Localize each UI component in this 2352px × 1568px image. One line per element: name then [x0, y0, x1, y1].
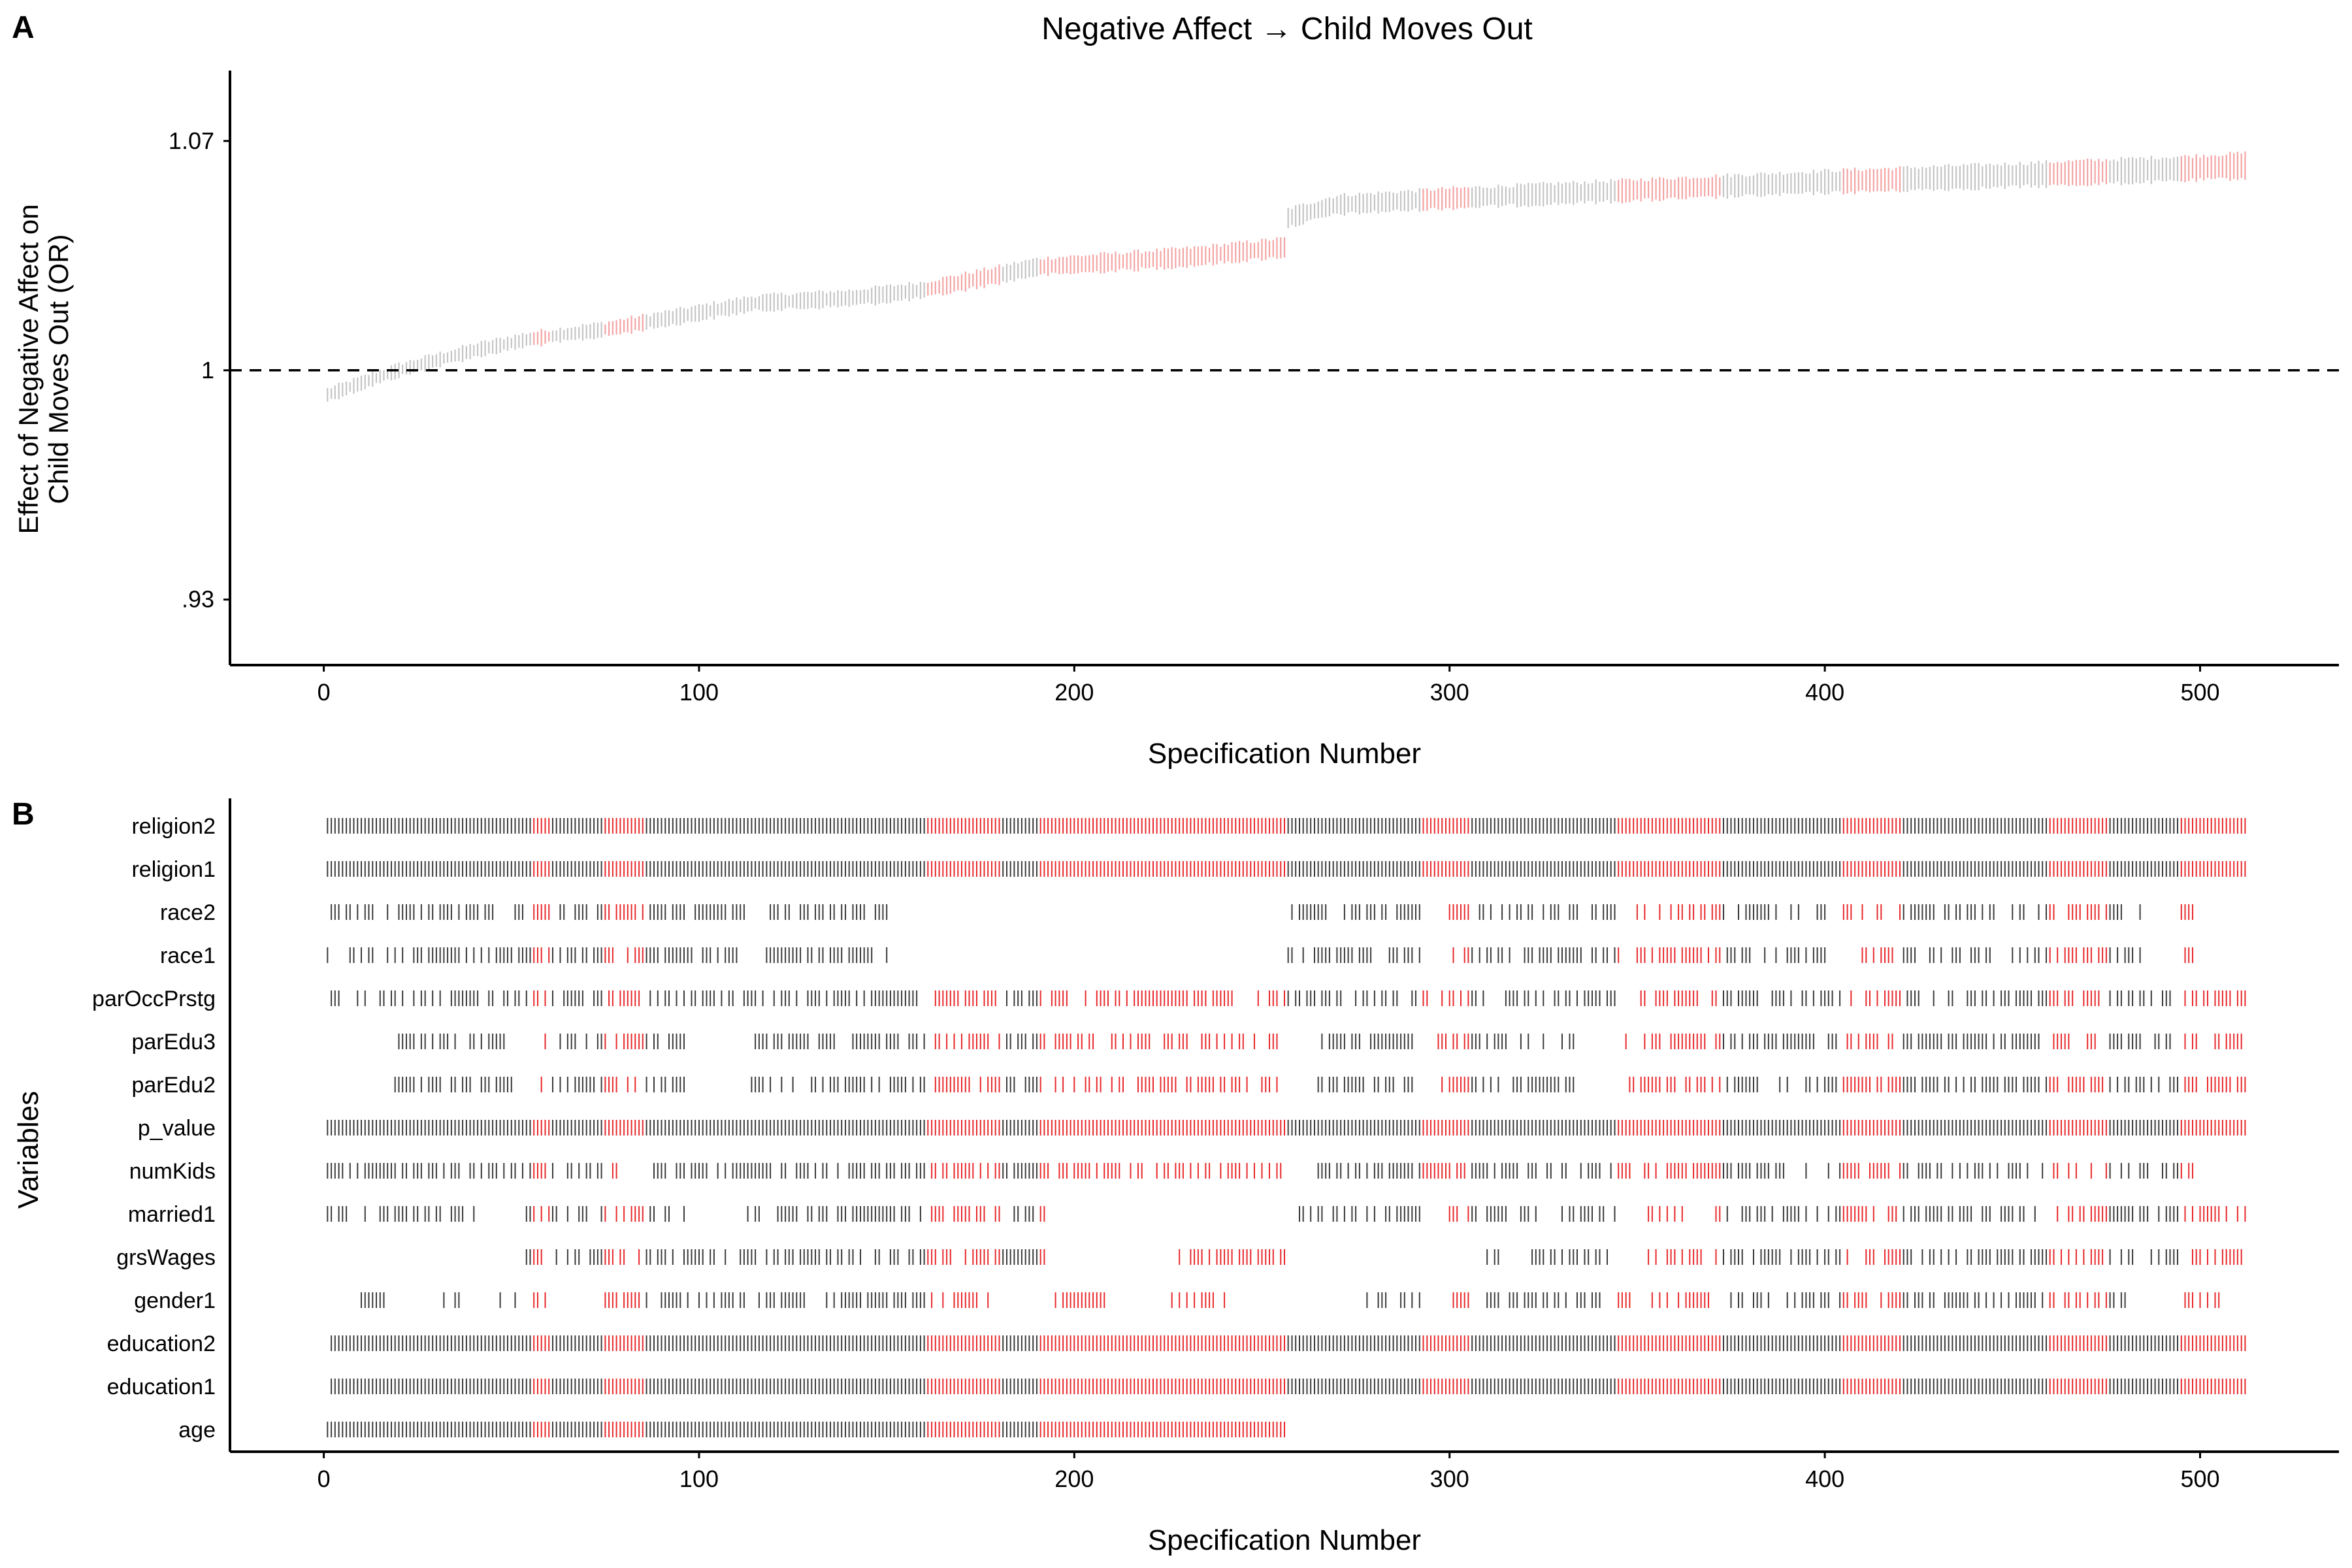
- variable-label: numKids: [129, 1159, 216, 1184]
- x-tick-label: 500: [2180, 679, 2219, 706]
- y-tick-label: .93: [182, 586, 214, 613]
- variable-label: parOccPrstg: [92, 987, 216, 1011]
- y-tick-label: 1.07: [169, 127, 214, 154]
- panel-a-confidence-intervals: [327, 151, 2246, 402]
- panel-a-axes: [229, 71, 2339, 666]
- x-tick-label: 400: [1805, 679, 1844, 706]
- panel-a-y-axis-title: Effect of Negative Affect on Child Moves…: [13, 204, 74, 534]
- chart-title: Negative Affect → Child Moves Out: [1041, 12, 1532, 46]
- variable-label: race2: [160, 900, 216, 925]
- x-tick-label: 200: [1054, 679, 1094, 706]
- variable-label: married1: [128, 1202, 216, 1227]
- variable-label: grsWages: [116, 1245, 216, 1270]
- variable-label: education1: [107, 1375, 216, 1399]
- panel-b-variable-labels: religion2 religion1 race2 race1 parOccPrstg p…: [92, 814, 216, 1443]
- y-axis-title-line-1: Effect of Negative Affect on: [13, 204, 44, 534]
- variable-label: race1: [160, 943, 216, 968]
- panel-a-label: A: [12, 10, 35, 45]
- variable-label: education2: [107, 1331, 216, 1356]
- variable-label: religion2: [131, 814, 216, 839]
- panel-b-label: B: [12, 797, 35, 832]
- panel-a-x-tick-labels: 0 100 200 300 400 500: [318, 665, 2220, 706]
- variable-label: gender1: [134, 1288, 216, 1313]
- y-axis-title-line-2: Child Moves Out (OR): [43, 234, 74, 504]
- panel-a-x-axis-title: Specification Number: [1148, 738, 1421, 770]
- variable-label: parEdu2: [131, 1073, 216, 1098]
- panel-a-y-tick-labels: .93 1 1.07: [169, 127, 230, 613]
- y-tick-label: 1: [201, 357, 214, 384]
- variable-label: p_value: [138, 1116, 216, 1141]
- panel-b-specification-indicators: [327, 818, 2246, 1437]
- variable-label: age: [178, 1418, 216, 1443]
- x-tick-label: 0: [318, 679, 331, 706]
- x-tick-label: 300: [1430, 679, 1469, 706]
- variable-label: parEdu3: [131, 1030, 216, 1054]
- panel-b-y-axis-title: Variables: [12, 1091, 44, 1209]
- variable-label: religion1: [131, 857, 216, 882]
- x-tick-label: 100: [679, 679, 719, 706]
